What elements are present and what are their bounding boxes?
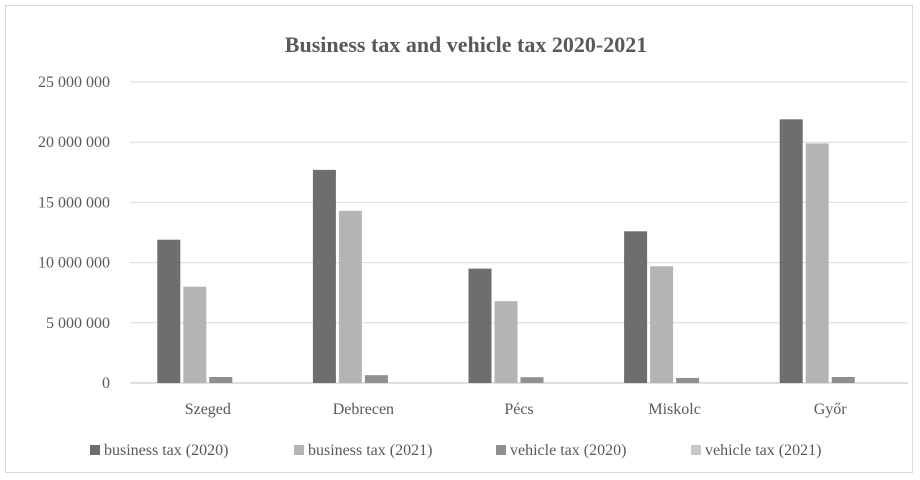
x-tick-label: Szeged [185, 401, 231, 418]
legend-item: business tax (2021) [294, 442, 432, 459]
bar-vehicle-tax-2020-2 [520, 377, 544, 383]
bar-vehicle-tax-2020-1 [364, 375, 388, 383]
bar-business-tax-2021-1 [338, 210, 362, 383]
y-tick-label: 0 [102, 375, 110, 392]
bar-business-tax-2021-0 [183, 286, 207, 383]
gridlines [130, 81, 908, 384]
x-tick-label: Miskolc [648, 401, 700, 418]
bar-business-tax-2020-4 [779, 119, 803, 383]
legend: business tax (2020) business tax (2021) ve… [90, 442, 821, 459]
legend-label: business tax (2020) [104, 442, 228, 459]
bar-business-tax-2021-3 [650, 266, 674, 383]
chart-title: Business tax and vehicle tax 2020-2021 [285, 32, 647, 57]
legend-label: vehicle tax (2020) [510, 442, 626, 459]
bar-business-tax-2021-4 [805, 143, 829, 383]
bar-business-tax-2020-2 [468, 268, 492, 383]
x-tick-label: Debrecen [333, 401, 394, 418]
bar-business-tax-2020-1 [312, 169, 336, 383]
bars [157, 119, 855, 383]
legend-label: vehicle tax (2021) [705, 442, 821, 459]
legend-swatch [294, 445, 304, 455]
legend-item: vehicle tax (2021) [691, 442, 821, 459]
chart-frame [5, 5, 913, 473]
bar-vehicle-tax-2020-4 [831, 376, 855, 383]
x-tick-label: Pécs [504, 401, 533, 418]
bar-business-tax-2020-0 [157, 239, 181, 383]
x-tick-label: Győr [814, 401, 848, 418]
x-axis: Szeged Debrecen Pécs Miskolc Győr [185, 401, 848, 418]
y-axis: 0 5 000 000 10 000 000 15 000 000 20 000 000… [38, 74, 110, 392]
legend-swatch [496, 445, 506, 455]
y-tick-label: 5 000 000 [46, 315, 110, 332]
bar-business-tax-2020-3 [624, 231, 648, 383]
legend-item: business tax (2020) [90, 442, 228, 459]
y-tick-label: 15 000 000 [38, 194, 110, 211]
legend-label: business tax (2021) [308, 442, 432, 459]
legend-swatch [90, 445, 100, 455]
y-tick-label: 20 000 000 [38, 134, 110, 151]
bar-vehicle-tax-2020-3 [676, 377, 700, 383]
y-tick-label: 25 000 000 [38, 74, 110, 91]
legend-swatch [691, 445, 701, 455]
legend-item: vehicle tax (2020) [496, 442, 626, 459]
bar-vehicle-tax-2020-0 [209, 376, 233, 383]
bar-business-tax-2021-2 [494, 301, 518, 383]
y-tick-label: 10 000 000 [38, 255, 110, 272]
